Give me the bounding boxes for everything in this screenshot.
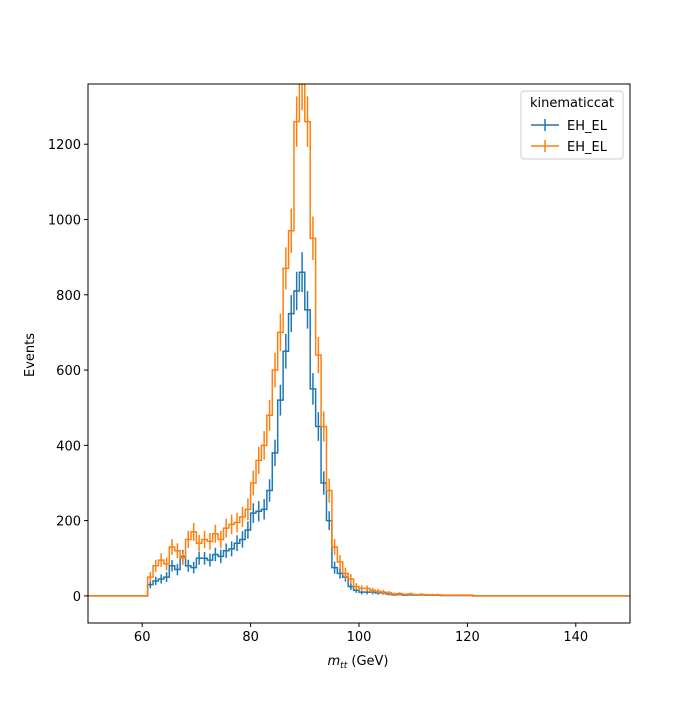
legend-box [520, 90, 624, 160]
legend-label: EH_EL [567, 119, 608, 134]
x-tick-label: 140 [563, 630, 588, 645]
legend-label: EH_EL [567, 140, 608, 155]
y-tick-label: 0 [73, 590, 81, 605]
y-tick-label: 400 [56, 439, 81, 454]
legend-title: kinematiccat [530, 96, 614, 111]
y-tick-label: 200 [56, 515, 81, 530]
legend-entry: EH_EL [531, 140, 608, 155]
x-tick-label: 60 [134, 630, 151, 645]
x-tick-label: 100 [347, 630, 372, 645]
legend: kinematiccat EH_EL EH_EL [520, 90, 624, 160]
y-axis-label: Events [23, 333, 38, 377]
legend-entry: EH_EL [531, 119, 608, 134]
series-layer [88, 84, 630, 597]
y-tick-label: 800 [56, 289, 81, 304]
y-tick-label: 1000 [48, 214, 81, 229]
series-step-line [88, 84, 630, 597]
x-tick-label: 80 [242, 630, 259, 645]
legend-entries: EH_EL EH_EL [531, 119, 608, 155]
x-axis-label: mtt (GeV) [328, 654, 389, 671]
y-axis-ticks: 0 200 400 600 800 1000 1200 [48, 138, 88, 605]
y-tick-label: 1200 [48, 138, 81, 153]
x-axis-ticks: 60 80 100 120 140 [134, 623, 588, 645]
x-tick-label: 120 [455, 630, 480, 645]
y-tick-label: 600 [56, 364, 81, 379]
series-2 [88, 84, 630, 597]
